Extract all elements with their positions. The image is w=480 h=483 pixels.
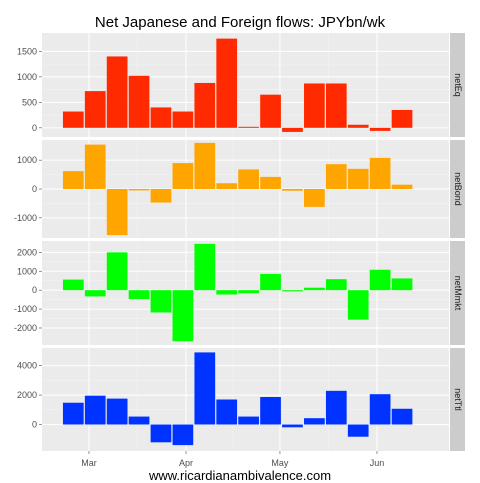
y-tick-label: -1000 xyxy=(14,304,37,314)
bar-netEq xyxy=(369,127,391,131)
y-tick-label: 1000 xyxy=(17,266,37,276)
bar-netMmkt xyxy=(216,290,238,295)
bar-netMmkt xyxy=(347,290,369,320)
bar-netTtl xyxy=(260,396,281,425)
bar-netBond xyxy=(369,157,391,189)
bar-netEq xyxy=(216,38,238,128)
bar-netMmkt xyxy=(238,290,259,294)
bar-netBond xyxy=(194,142,216,189)
bar-netTtl xyxy=(62,402,84,425)
y-tick-label: 1500 xyxy=(17,46,37,56)
bar-netTtl xyxy=(216,399,238,425)
bar-netBond xyxy=(260,176,281,189)
bar-netMmkt xyxy=(128,290,150,300)
panel-netEq: 0 500 1000 1500 netEq xyxy=(17,33,465,137)
x-tick-label: May xyxy=(271,458,289,468)
bar-netEq xyxy=(347,124,369,128)
panel-netTtl: 0 2000 4000 netTtl xyxy=(17,348,465,451)
y-tick-label: 4000 xyxy=(17,361,37,371)
facet-strip xyxy=(450,33,465,137)
bar-netEq xyxy=(150,107,172,128)
bar-netBond xyxy=(62,171,84,189)
bar-netBond xyxy=(216,183,238,189)
bar-netTtl xyxy=(238,416,259,425)
bar-netEq xyxy=(172,111,194,128)
bar-netMmkt xyxy=(304,287,325,291)
bar-netMmkt xyxy=(106,252,128,291)
y-tick-label: 2000 xyxy=(17,390,37,400)
bar-netMmkt xyxy=(150,290,172,313)
bar-netTtl xyxy=(282,424,303,428)
bar-netMmkt xyxy=(84,290,106,297)
bar-netTtl xyxy=(347,424,369,437)
bar-netEq xyxy=(84,91,106,128)
bar-netTtl xyxy=(391,408,413,425)
x-tick-label: Jun xyxy=(370,458,385,468)
bar-netTtl xyxy=(304,418,325,425)
bar-netEq xyxy=(391,109,413,128)
y-tick-label: 1000 xyxy=(17,72,37,82)
bar-netMmkt xyxy=(325,279,347,291)
y-tick-label: 0 xyxy=(32,184,37,194)
facet-strip-label: netBond xyxy=(453,172,463,206)
bar-netTtl xyxy=(84,395,106,425)
facet-strip xyxy=(450,241,465,345)
bar-netBond xyxy=(347,168,369,189)
bar-netEq xyxy=(282,127,303,132)
bar-netTtl xyxy=(194,352,216,425)
facet-strip-label: netTtl xyxy=(453,388,463,411)
bar-netBond xyxy=(325,164,347,189)
bar-netBond xyxy=(304,189,325,207)
panel-netMmkt: -2000 -1000 0 1000 2000 netMmkt xyxy=(14,241,465,345)
bar-netMmkt xyxy=(172,290,194,342)
y-tick-label: -1000 xyxy=(14,213,37,223)
facet-strip-label: netMmkt xyxy=(453,276,463,311)
y-tick-label: -2000 xyxy=(14,323,37,333)
y-tick-label: 500 xyxy=(22,97,37,107)
bar-netEq xyxy=(325,83,347,128)
bar-netEq xyxy=(128,75,150,128)
bar-netTtl xyxy=(128,416,150,425)
bar-netEq xyxy=(106,56,128,128)
bar-netMmkt xyxy=(194,243,216,291)
bar-netBond xyxy=(128,189,150,191)
bar-netMmkt xyxy=(391,278,413,291)
bar-netMmkt xyxy=(62,279,84,291)
x-tick-label: Mar xyxy=(81,458,97,468)
bar-netEq xyxy=(194,82,216,128)
x-tick-label: Apr xyxy=(179,458,193,468)
bar-netEq xyxy=(304,83,325,128)
bar-netBond xyxy=(84,144,106,189)
bar-netBond xyxy=(238,169,259,189)
facet-strip-label: netEq xyxy=(453,73,463,97)
y-tick-label: 0 xyxy=(32,123,37,133)
bar-netBond xyxy=(172,163,194,189)
bar-netBond xyxy=(150,189,172,203)
source-caption: www.ricardianambivalence.com xyxy=(148,468,332,483)
bar-netMmkt xyxy=(260,273,281,291)
y-tick-label: 0 xyxy=(32,420,37,430)
bar-netEq xyxy=(62,111,84,128)
bar-netBond xyxy=(391,184,413,189)
bar-netTtl xyxy=(172,424,194,446)
bar-netTtl xyxy=(150,424,172,443)
bar-netMmkt xyxy=(369,269,391,291)
y-tick-label: 2000 xyxy=(17,247,37,257)
bar-netTtl xyxy=(106,398,128,425)
y-tick-label: 0 xyxy=(32,285,37,295)
facet-strip xyxy=(450,140,465,238)
y-tick-label: 1000 xyxy=(17,155,37,165)
bar-netEq xyxy=(238,126,259,128)
facet-strip xyxy=(450,348,465,451)
chart-title: Net Japanese and Foreign flows: JPYbn/wk xyxy=(94,14,386,31)
bar-netTtl xyxy=(325,390,347,425)
panel-netBond: -1000 0 1000 netBond xyxy=(14,140,465,238)
bar-netBond xyxy=(282,189,303,191)
bar-netTtl xyxy=(369,394,391,425)
bar-netBond xyxy=(106,189,128,236)
bar-netMmkt xyxy=(282,290,303,292)
bar-netEq xyxy=(260,94,281,128)
